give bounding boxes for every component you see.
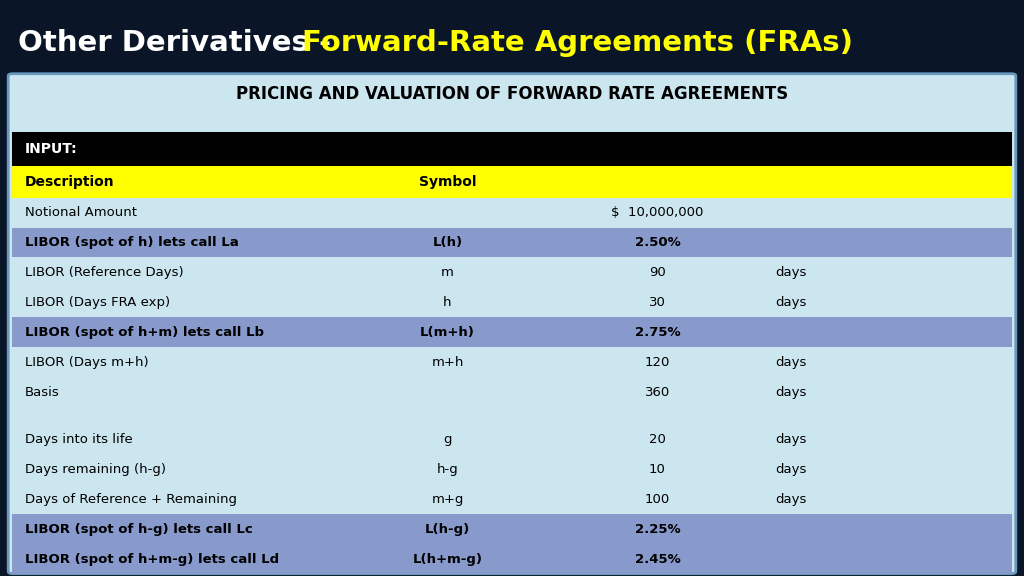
Bar: [12, 228, 1012, 257]
Text: Other Derivatives -: Other Derivatives -: [18, 29, 342, 57]
Bar: [12, 377, 1012, 407]
Text: 100: 100: [645, 493, 670, 506]
Text: 2.45%: 2.45%: [635, 553, 680, 566]
Text: LIBOR (Reference Days): LIBOR (Reference Days): [25, 266, 183, 279]
Text: m: m: [441, 266, 454, 279]
Text: $  10,000,000: $ 10,000,000: [611, 206, 703, 219]
Bar: [12, 317, 1012, 347]
Text: days: days: [775, 266, 806, 279]
Text: L(h+m-g): L(h+m-g): [413, 553, 482, 566]
Text: h: h: [443, 296, 452, 309]
Text: Forward-Rate Agreements (FRAs): Forward-Rate Agreements (FRAs): [302, 29, 853, 57]
Text: Symbol: Symbol: [419, 175, 476, 189]
Text: LIBOR (spot of h+m-g) lets call Ld: LIBOR (spot of h+m-g) lets call Ld: [25, 553, 279, 566]
Text: days: days: [775, 463, 806, 476]
Bar: [12, 132, 1012, 166]
Text: Days remaining (h-g): Days remaining (h-g): [25, 463, 166, 476]
Text: h-g: h-g: [436, 463, 459, 476]
Text: Notional Amount: Notional Amount: [25, 206, 136, 219]
Bar: [12, 514, 1012, 544]
Bar: [12, 544, 1012, 574]
Bar: [12, 287, 1012, 317]
Bar: [12, 425, 1012, 454]
Bar: [12, 166, 1012, 198]
Text: 30: 30: [649, 296, 666, 309]
Text: Days into its life: Days into its life: [25, 433, 132, 446]
Text: LIBOR (Days m+h): LIBOR (Days m+h): [25, 356, 148, 369]
Text: days: days: [775, 493, 806, 506]
Text: 360: 360: [645, 386, 670, 399]
Bar: [12, 407, 1012, 425]
Text: 90: 90: [649, 266, 666, 279]
Bar: [12, 454, 1012, 484]
Text: m+h: m+h: [431, 356, 464, 369]
Text: 2.25%: 2.25%: [635, 523, 680, 536]
Text: PRICING AND VALUATION OF FORWARD RATE AGREEMENTS: PRICING AND VALUATION OF FORWARD RATE AG…: [236, 85, 788, 104]
Text: LIBOR (spot of h+m) lets call Lb: LIBOR (spot of h+m) lets call Lb: [25, 326, 263, 339]
Bar: [12, 484, 1012, 514]
Text: 2.50%: 2.50%: [635, 236, 680, 249]
Bar: [12, 257, 1012, 287]
Text: days: days: [775, 386, 806, 399]
Text: L(h): L(h): [432, 236, 463, 249]
Text: Basis: Basis: [25, 386, 59, 399]
Text: days: days: [775, 356, 806, 369]
Text: m+g: m+g: [431, 493, 464, 506]
Text: Days of Reference + Remaining: Days of Reference + Remaining: [25, 493, 237, 506]
Text: 10: 10: [649, 463, 666, 476]
FancyBboxPatch shape: [8, 74, 1016, 574]
Text: g: g: [443, 433, 452, 446]
Text: LIBOR (spot of h) lets call La: LIBOR (spot of h) lets call La: [25, 236, 239, 249]
Text: 20: 20: [649, 433, 666, 446]
Bar: [12, 347, 1012, 377]
Text: L(m+h): L(m+h): [420, 326, 475, 339]
Text: days: days: [775, 296, 806, 309]
Text: days: days: [775, 433, 806, 446]
Bar: [12, 198, 1012, 228]
Text: 120: 120: [645, 356, 670, 369]
Text: INPUT:: INPUT:: [25, 142, 77, 156]
Text: LIBOR (spot of h-g) lets call Lc: LIBOR (spot of h-g) lets call Lc: [25, 523, 252, 536]
Text: L(h-g): L(h-g): [425, 523, 470, 536]
Text: LIBOR (Days FRA exp): LIBOR (Days FRA exp): [25, 296, 170, 309]
Text: 2.75%: 2.75%: [635, 326, 680, 339]
Text: Description: Description: [25, 175, 115, 189]
